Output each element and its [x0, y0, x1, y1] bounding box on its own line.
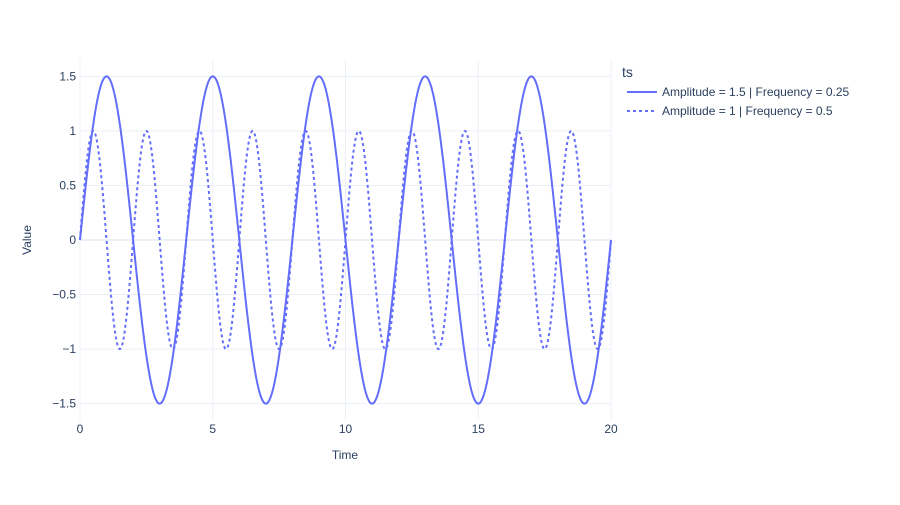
x-tick-label: 15: [472, 422, 486, 436]
y-tick-label: 1.5: [59, 69, 76, 83]
y-tick-label: 0.5: [59, 178, 76, 192]
y-axis-title: Value: [20, 225, 34, 255]
series-line-2[interactable]: [79, 129, 612, 351]
legend-label-series-2: Amplitude = 1 | Frequency = 0.5: [662, 104, 833, 118]
legend-title: ts: [622, 64, 633, 80]
y-tick-label: 1: [69, 124, 76, 138]
legend-item-series-2[interactable]: Amplitude = 1 | Frequency = 0.5: [627, 104, 833, 118]
tick-labels: 0 5 10 15 20 −1.5 −1 −0.5 0 0.5 1 1.5: [52, 69, 618, 436]
x-tick-label: 0: [77, 422, 84, 436]
legend: ts Amplitude = 1.5 | Frequency = 0.25 Am…: [622, 64, 850, 118]
y-tick-label: −1: [62, 342, 76, 356]
y-tick-label: −0.5: [52, 288, 76, 302]
x-axis-title: Time: [332, 448, 359, 462]
x-tick-label: 5: [209, 422, 216, 436]
y-tick-label: −1.5: [52, 397, 76, 411]
legend-item-series-1[interactable]: Amplitude = 1.5 | Frequency = 0.25: [627, 85, 850, 99]
x-tick-label: 20: [604, 422, 618, 436]
legend-label-series-1: Amplitude = 1.5 | Frequency = 0.25: [662, 85, 850, 99]
x-tick-label: 10: [339, 422, 353, 436]
y-tick-label: 0: [69, 233, 76, 247]
series-lines: [79, 75, 612, 405]
